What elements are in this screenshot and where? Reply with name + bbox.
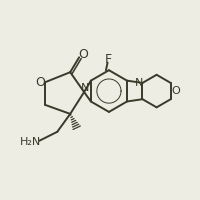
- Text: O: O: [79, 48, 88, 61]
- Text: N: N: [135, 78, 143, 88]
- Text: F: F: [104, 53, 112, 66]
- Text: O: O: [171, 86, 180, 96]
- Text: O: O: [35, 76, 45, 89]
- Text: N: N: [81, 83, 89, 93]
- Text: H₂N: H₂N: [20, 137, 41, 147]
